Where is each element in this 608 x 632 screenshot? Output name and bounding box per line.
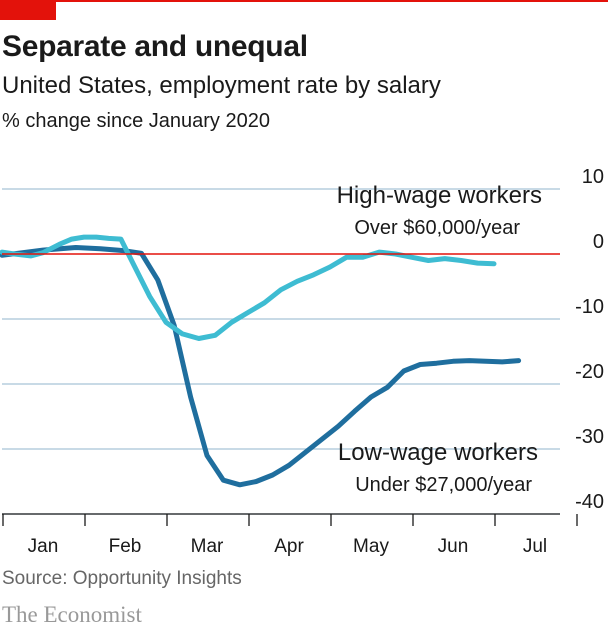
source-note: Source: Opportunity Insights <box>2 568 242 589</box>
y-tick-label: 10 <box>582 166 604 188</box>
y-tick-label: -40 <box>575 491 604 513</box>
brand-red-tag <box>0 0 56 20</box>
top-rule <box>0 0 608 2</box>
y-tick-label: -10 <box>575 296 604 318</box>
high-wage-sublabel: Over $60,000/year <box>354 217 520 239</box>
x-tick-label: Jul <box>523 536 547 557</box>
x-tick-label: Feb <box>109 536 142 557</box>
y-tick-label: 0 <box>593 231 604 253</box>
low-wage-sublabel: Under $27,000/year <box>355 474 532 496</box>
x-tick-label: Mar <box>191 536 224 557</box>
chart-subtitle: United States, employment rate by salary <box>2 72 441 99</box>
chart-unit: % change since January 2020 <box>2 110 270 132</box>
x-tick-label: Apr <box>274 536 304 557</box>
brand-logo: The Economist <box>2 602 142 627</box>
chart-title: Separate and unequal <box>2 30 308 63</box>
x-tick-label: May <box>353 536 389 557</box>
low-wage-line <box>0 245 522 488</box>
high-wage-label: High-wage workers <box>337 182 542 209</box>
x-tick-label: Jun <box>438 536 469 557</box>
x-tick-label: Jan <box>28 536 59 557</box>
y-tick-label: -30 <box>575 426 604 448</box>
high-wage-line <box>0 234 497 341</box>
low-wage-label: Low-wage workers <box>338 439 538 466</box>
y-tick-label: -20 <box>575 361 604 383</box>
